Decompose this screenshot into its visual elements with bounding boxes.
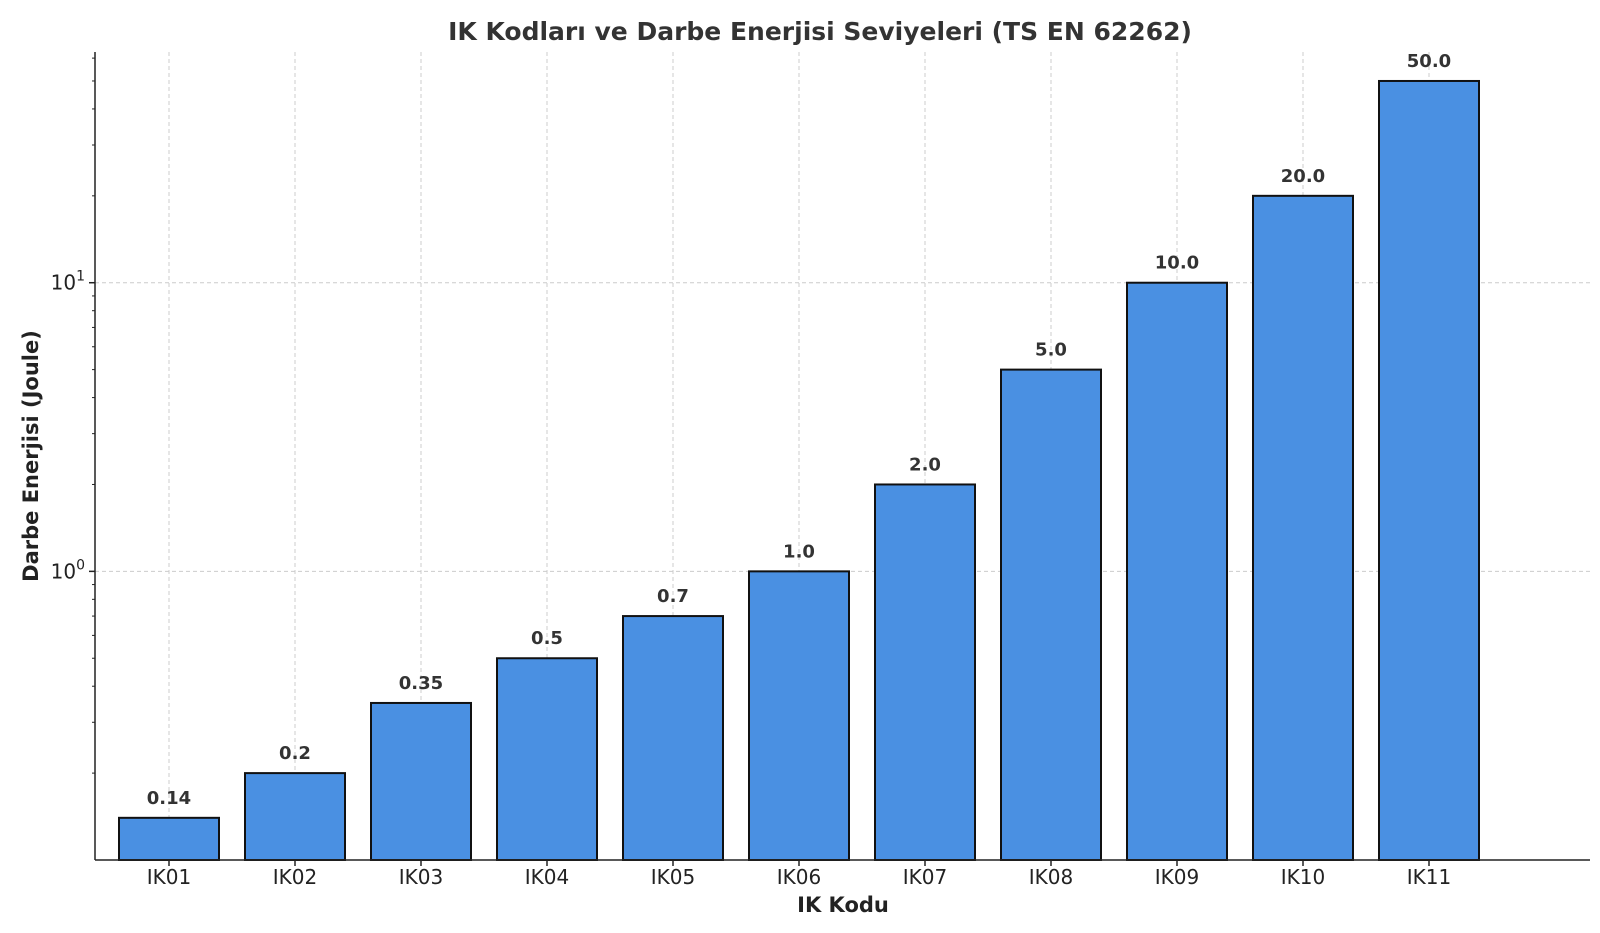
bar xyxy=(370,701,472,861)
data-label: 1.0 xyxy=(783,541,815,562)
bars xyxy=(118,79,1480,862)
y-tick-label: 101 xyxy=(51,269,85,295)
x-tick-labels: IK01 IK02 IK03 IK04 IK05 IK06 IK07 IK08 IK09 IK10… xyxy=(147,860,1451,889)
bar xyxy=(622,615,724,862)
y-tick-label: 100 xyxy=(51,557,85,583)
x-tick-label: IK08 xyxy=(1029,865,1073,889)
data-labels: 0.14 0.2 0.35 0.5 0.7 1.0 2.0 5.0 10.0 20.0 50.0 xyxy=(147,51,1451,809)
data-label: 2.0 xyxy=(909,454,941,475)
x-tick-label: IK01 xyxy=(147,865,191,889)
bar xyxy=(244,772,346,862)
data-label: 0.2 xyxy=(279,743,311,764)
bar xyxy=(874,483,976,861)
bar xyxy=(748,570,850,861)
bar xyxy=(1000,368,1102,861)
x-tick-label: IK09 xyxy=(1155,865,1199,889)
y-axis-label: Darbe Enerjisi (Joule) xyxy=(19,330,43,582)
axes xyxy=(94,52,1590,861)
x-tick-label: IK04 xyxy=(525,865,569,889)
data-label: 0.5 xyxy=(531,628,563,649)
x-axis-label: IK Kodu xyxy=(797,893,889,917)
bar xyxy=(1252,194,1354,861)
x-tick-label: IK03 xyxy=(399,865,443,889)
data-label: 5.0 xyxy=(1035,340,1067,361)
bar xyxy=(118,816,220,862)
data-label: 0.7 xyxy=(657,586,689,607)
data-label: 0.35 xyxy=(399,673,443,694)
x-tick-label: IK06 xyxy=(777,865,821,889)
x-tick-label: IK11 xyxy=(1407,865,1451,889)
x-tick-label: IK10 xyxy=(1281,865,1325,889)
bar xyxy=(1126,281,1228,861)
x-tick-label: IK02 xyxy=(273,865,317,889)
chart-title: IK Kodları ve Darbe Enerjisi Seviyeleri … xyxy=(448,17,1192,46)
y-tick-labels: 100 101 xyxy=(51,57,95,774)
bar xyxy=(1378,79,1480,862)
x-tick-label: IK07 xyxy=(903,865,947,889)
data-label: 0.14 xyxy=(147,788,191,809)
data-label: 10.0 xyxy=(1155,253,1199,274)
data-label: 20.0 xyxy=(1281,166,1325,187)
x-tick-label: IK05 xyxy=(651,865,695,889)
data-label: 50.0 xyxy=(1407,51,1451,72)
bar xyxy=(496,657,598,861)
